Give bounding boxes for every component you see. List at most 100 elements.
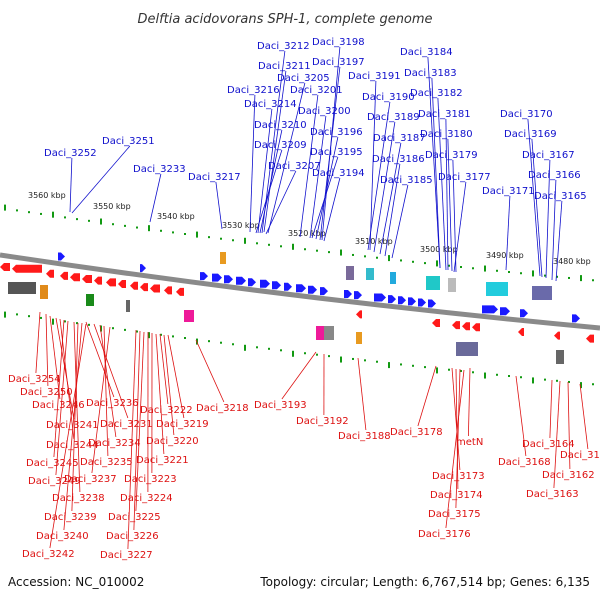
reverse-gene-arrow[interactable] [140, 283, 148, 292]
forward-gene-label[interactable]: Daci_3171 [482, 186, 535, 197]
reverse-gene-label[interactable]: Daci_3244 [46, 440, 99, 451]
feature-block[interactable] [220, 252, 226, 264]
reverse-gene-arrow[interactable] [12, 264, 42, 273]
forward-gene-label[interactable]: Daci_3212 [257, 41, 310, 52]
reverse-gene-arrow[interactable] [176, 287, 184, 296]
forward-gene-label[interactable]: Daci_3200 [298, 106, 351, 117]
reverse-gene-label[interactable]: Daci_3222 [140, 405, 193, 416]
forward-gene-label[interactable]: Daci_3201 [290, 85, 343, 96]
forward-gene-label[interactable]: Daci_3191 [348, 71, 401, 82]
feature-block[interactable] [324, 326, 334, 340]
forward-gene-label[interactable]: Daci_3183 [404, 68, 457, 79]
forward-gene-label[interactable]: Daci_3189 [367, 112, 420, 123]
reverse-gene-arrow[interactable] [70, 273, 80, 282]
feature-block[interactable] [366, 268, 374, 280]
reverse-gene-label[interactable]: Daci_3239 [44, 512, 97, 523]
reverse-gene-arrow[interactable] [60, 271, 68, 280]
reverse-gene-label[interactable]: Daci_3236 [86, 398, 139, 409]
feature-block[interactable] [486, 282, 508, 296]
feature-block[interactable] [126, 300, 130, 312]
reverse-gene-label[interactable]: Daci_3162 [542, 470, 595, 481]
reverse-gene-label[interactable]: Daci_3178 [390, 427, 443, 438]
forward-gene-label[interactable]: Daci_3181 [418, 109, 471, 120]
forward-gene-label[interactable]: Daci_3167 [522, 150, 575, 161]
reverse-gene-arrow[interactable] [82, 274, 92, 283]
forward-gene-arrow[interactable] [428, 299, 436, 308]
feature-block[interactable] [356, 332, 362, 344]
reverse-gene-label[interactable]: Daci_3193 [254, 400, 307, 411]
reverse-gene-label[interactable]: Daci_3192 [296, 416, 349, 427]
forward-gene-arrow[interactable] [500, 307, 510, 316]
forward-gene-label[interactable]: Daci_3209 [254, 140, 307, 151]
feature-block[interactable] [556, 350, 564, 364]
forward-gene-arrow[interactable] [200, 272, 208, 281]
reverse-gene-arrow[interactable] [586, 334, 594, 343]
reverse-gene-label[interactable]: Daci_3246 [32, 400, 85, 411]
forward-gene-label[interactable]: Daci_3195 [310, 147, 363, 158]
feature-block[interactable] [316, 326, 326, 340]
reverse-gene-label[interactable]: Daci_3249 [28, 476, 81, 487]
forward-gene-label[interactable]: Daci_3190 [362, 92, 415, 103]
forward-gene-label[interactable]: Daci_3180 [420, 129, 473, 140]
forward-gene-arrow[interactable] [58, 252, 65, 261]
reverse-gene-arrow[interactable] [106, 278, 116, 287]
forward-gene-label[interactable]: Daci_3179 [425, 150, 478, 161]
forward-gene-arrow[interactable] [520, 309, 528, 318]
reverse-gene-label[interactable]: Daci_3231 [100, 419, 153, 430]
forward-gene-arrow[interactable] [272, 281, 281, 290]
reverse-gene-label[interactable]: Daci_3175 [428, 509, 481, 520]
forward-gene-arrow[interactable] [236, 276, 246, 285]
reverse-gene-label[interactable]: Daci_3250 [20, 387, 73, 398]
reverse-gene-label[interactable]: Daci_3220 [146, 436, 199, 447]
feature-block[interactable] [532, 286, 552, 300]
feature-block[interactable] [456, 342, 478, 356]
forward-gene-label[interactable]: Daci_3251 [102, 136, 155, 147]
reverse-gene-label[interactable]: Daci_3164 [522, 439, 575, 450]
reverse-gene-label[interactable]: Daci_3235 [80, 457, 133, 468]
reverse-gene-label[interactable]: Daci_3219 [156, 419, 209, 430]
reverse-gene-label[interactable]: Daci_3227 [100, 550, 153, 561]
feature-block[interactable] [184, 310, 194, 322]
feature-block[interactable] [426, 276, 440, 290]
reverse-gene-label[interactable]: Daci_3160 [560, 450, 600, 461]
reverse-gene-arrow[interactable] [452, 321, 460, 330]
reverse-gene-label[interactable]: Daci_3226 [106, 531, 159, 542]
reverse-gene-label[interactable]: Daci_3173 [432, 471, 485, 482]
reverse-gene-arrow[interactable] [472, 323, 480, 332]
forward-gene-arrow[interactable] [224, 275, 233, 284]
reverse-gene-arrow[interactable] [518, 328, 524, 337]
forward-gene-arrow[interactable] [296, 284, 306, 293]
forward-gene-label[interactable]: Daci_3185 [380, 175, 433, 186]
forward-gene-arrow[interactable] [398, 296, 406, 305]
reverse-gene-arrow[interactable] [554, 331, 560, 340]
forward-gene-arrow[interactable] [408, 297, 416, 306]
forward-gene-label[interactable]: Daci_3198 [312, 37, 365, 48]
forward-gene-label[interactable]: Daci_3207 [268, 161, 321, 172]
forward-gene-label[interactable]: Daci_3187 [373, 133, 426, 144]
forward-gene-label[interactable]: Daci_3165 [534, 191, 587, 202]
forward-gene-arrow[interactable] [344, 290, 352, 299]
feature-block[interactable] [40, 285, 48, 299]
feature-block[interactable] [86, 294, 94, 306]
reverse-gene-label[interactable]: Daci_3225 [108, 512, 161, 523]
forward-gene-arrow[interactable] [308, 285, 317, 294]
reverse-gene-arrow[interactable] [356, 310, 362, 319]
reverse-gene-arrow[interactable] [94, 276, 102, 285]
reverse-gene-arrow[interactable] [164, 286, 172, 295]
reverse-gene-label[interactable]: Daci_3218 [196, 403, 249, 414]
reverse-gene-label[interactable]: Daci_3174 [430, 490, 483, 501]
forward-gene-arrow[interactable] [140, 264, 146, 273]
reverse-gene-arrow[interactable] [0, 263, 10, 271]
forward-gene-arrow[interactable] [284, 282, 292, 291]
forward-gene-label[interactable]: Daci_3217 [188, 172, 241, 183]
reverse-gene-label[interactable]: Daci_3188 [338, 431, 391, 442]
forward-gene-label[interactable]: Daci_3210 [254, 120, 307, 131]
forward-gene-label[interactable]: Daci_3166 [528, 170, 581, 181]
reverse-gene-label[interactable]: Daci_3254 [8, 374, 61, 385]
reverse-gene-label[interactable]: Daci_3221 [136, 455, 189, 466]
reverse-gene-arrow[interactable] [462, 322, 470, 331]
reverse-gene-label[interactable]: Daci_3240 [36, 531, 89, 542]
forward-gene-label[interactable]: Daci_3205 [277, 73, 330, 84]
feature-block[interactable] [8, 282, 36, 294]
forward-gene-label[interactable]: Daci_3186 [372, 154, 425, 165]
